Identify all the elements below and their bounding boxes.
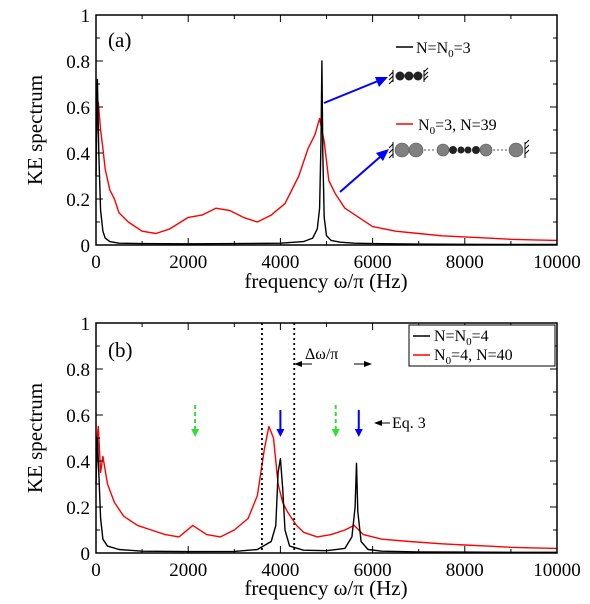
panel-b-xtick-label: 4000 bbox=[261, 560, 299, 581]
panel-a-legend: N=N0=3 N0=3, N=39 bbox=[396, 40, 497, 137]
panel-b-legend-text-1: N0=4, N=40 bbox=[434, 347, 513, 367]
inset-ball bbox=[404, 71, 414, 81]
panel-a-legend-text-0: N=N0=3 bbox=[416, 40, 471, 60]
panel-a-ylabel: KE spectrum bbox=[23, 75, 47, 185]
eq3-label: Eq. 3 bbox=[392, 415, 426, 432]
panel-a-ytick-label: 0.2 bbox=[66, 190, 90, 211]
panel-a-ytick-label: 0.8 bbox=[66, 52, 90, 73]
green-arrow-head bbox=[331, 429, 340, 437]
inset-ball bbox=[508, 142, 524, 158]
panel-a-xlabel: frequency ω/π (Hz) bbox=[244, 269, 407, 293]
panel-b-xtick-label: 0 bbox=[91, 560, 101, 581]
panel-b-xtick-label: 10000 bbox=[533, 560, 581, 581]
panel-a-ytick-label: 0.6 bbox=[66, 98, 90, 119]
panel-a-xtick-label: 4000 bbox=[261, 252, 299, 273]
inset-ball bbox=[449, 146, 457, 154]
panel-b-xtick-label: 2000 bbox=[169, 560, 207, 581]
panel-b-label: (b) bbox=[108, 338, 133, 362]
inset-chain-3 bbox=[388, 67, 429, 85]
panel-a-xtick-label: 2000 bbox=[169, 252, 207, 273]
delta-omega-label: Δω/π bbox=[305, 346, 338, 363]
panel-a-ytick-label: 0 bbox=[81, 236, 91, 257]
panel-a-pointer-arrows bbox=[323, 77, 389, 193]
inset-ball bbox=[395, 71, 405, 81]
panel-b-ytick-label: 0.2 bbox=[66, 498, 90, 519]
panel-b-ytick-label: 0.6 bbox=[66, 406, 90, 427]
inset-chain-39 bbox=[388, 139, 530, 159]
panel-a-chart: 0 2000 4000 6000 8000 10000 0 0.2 0.4 0.6 0.8 1 (a)… bbox=[23, 6, 581, 293]
inset-ball bbox=[464, 146, 472, 154]
panel-a-xtick-label: 0 bbox=[91, 252, 101, 273]
panel-b-ytick-label: 0.4 bbox=[66, 452, 90, 473]
panel-b-ylabel: KE spectrum bbox=[23, 383, 47, 493]
blue-arrow-head bbox=[276, 429, 285, 437]
panel-b-xtick-label: 8000 bbox=[446, 560, 484, 581]
panel-a-ytick-label: 0.4 bbox=[66, 144, 90, 165]
panel-b-xlabel: frequency ω/π (Hz) bbox=[244, 576, 407, 600]
panel-b-ytick-label: 1 bbox=[81, 314, 91, 335]
panel-b-series-line-1 bbox=[95, 425, 558, 550]
panel-a-legend-text-1: N0=3, N=39 bbox=[418, 117, 497, 137]
panel-b-legend-box bbox=[408, 324, 556, 367]
inset-ball bbox=[479, 143, 493, 157]
delta-omega-bracket: Δω/π bbox=[261, 323, 372, 553]
panel-a-ticks: 0 2000 4000 6000 8000 10000 0 0.2 0.4 0.6 0.8 1 bbox=[66, 6, 581, 273]
panel-b-ytick-label: 0 bbox=[81, 544, 91, 565]
panel-a-ytick-label: 1 bbox=[81, 6, 91, 27]
panel-a-xtick-label: 10000 bbox=[533, 252, 581, 273]
panel-b-ytick-label: 0.8 bbox=[66, 360, 90, 381]
panel-a-series-line-0 bbox=[95, 60, 557, 246]
inset-ball bbox=[408, 142, 424, 158]
panel-a-xtick-label: 8000 bbox=[446, 252, 484, 273]
panel-b-xtick-label: 6000 bbox=[354, 560, 392, 581]
panel-b-series-layer bbox=[95, 425, 558, 553]
eq3-annotation: Eq. 3 bbox=[374, 415, 426, 432]
panel-b-legend-text-0: N=N0=4 bbox=[434, 328, 489, 348]
panel-b-ticks: 0 2000 4000 6000 8000 10000 0 0.2 0.4 0.6 0.8 1 bbox=[66, 314, 581, 581]
panel-a-series-layer bbox=[95, 60, 558, 246]
panel-b-legend: N=N0=4 N0=4, N=40 bbox=[408, 324, 556, 367]
inset-ball bbox=[413, 71, 423, 81]
inset-ball bbox=[457, 146, 465, 154]
panel-a-label: (a) bbox=[108, 28, 131, 52]
panel-a-series-line-1 bbox=[95, 101, 558, 242]
panel-b-markers bbox=[191, 405, 363, 437]
inset-ball bbox=[436, 143, 450, 157]
inset-ball bbox=[472, 146, 480, 154]
panel-b-series-line-0 bbox=[95, 437, 557, 553]
inset-ball bbox=[394, 142, 410, 158]
panel-a-xtick-label: 6000 bbox=[354, 252, 392, 273]
panel-b-chart: 0 2000 4000 6000 8000 10000 0 0.2 0.4 0.6 0.8 1 (b)… bbox=[23, 314, 581, 600]
green-arrow-head bbox=[191, 429, 200, 437]
blue-arrow-head bbox=[354, 429, 363, 437]
